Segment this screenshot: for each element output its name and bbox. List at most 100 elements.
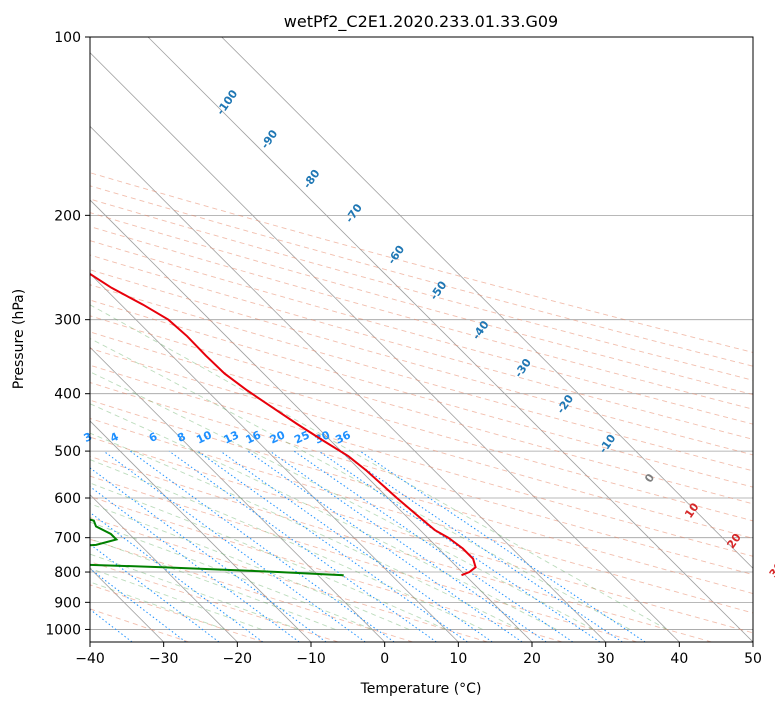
dry-adiabat-line <box>90 269 753 456</box>
mixing-ratio-line <box>247 450 523 642</box>
dry-adiabat-label: -90 <box>258 127 280 151</box>
dry-adiabat-line <box>90 172 753 353</box>
y-tick-label: 800 <box>54 565 81 581</box>
x-tick-label: 20 <box>523 651 541 667</box>
x-tick-label: 30 <box>597 651 615 667</box>
mixing-ratio-line <box>129 450 395 642</box>
dry-adiabat-label: -40 <box>470 318 492 342</box>
dry-adiabat-line <box>90 538 414 642</box>
moist-adiabat-line <box>90 567 262 630</box>
dry-adiabat-line <box>90 212 753 396</box>
mixing-ratio-line <box>103 450 366 642</box>
chart-title: wetPf2_C2E1.2020.233.01.33.G09 <box>284 12 558 32</box>
dry-adiabat-label: -10 <box>596 432 618 456</box>
dry-adiabat-label: 0 <box>642 471 657 485</box>
dry-adiabat-label: 20 <box>724 531 744 551</box>
mixing-ratio-line <box>338 450 623 642</box>
dry-adiabat-line <box>90 364 753 557</box>
x-tick-label: −20 <box>223 651 253 667</box>
mixing-ratio-label: 10 <box>194 428 214 446</box>
dry-adiabat-line <box>90 455 712 642</box>
mixing-ratio-line <box>359 450 646 642</box>
dry-adiabat-line <box>90 315 753 505</box>
dry-adiabat-line <box>90 382 753 576</box>
dry-adiabat-line <box>90 185 753 367</box>
isotherm-line <box>90 273 459 642</box>
isotherm-line <box>90 420 312 642</box>
dry-adiabat-label: -80 <box>301 167 323 191</box>
x-tick-label: −30 <box>149 651 179 667</box>
mixing-ratio-label: 20 <box>268 428 288 446</box>
isotherm-line <box>221 37 753 569</box>
mixing-ratio-label: 13 <box>222 428 241 446</box>
isotherm-line <box>147 37 753 642</box>
mixing-ratio-line <box>168 450 437 642</box>
y-tick-label: 700 <box>54 531 81 547</box>
moist-adiabat-line <box>90 482 446 630</box>
mixing-ratio-label: 36 <box>333 428 353 446</box>
dry-adiabat-line <box>90 517 488 642</box>
isotherm-line <box>90 494 238 642</box>
dry-adiabat-line <box>90 399 753 595</box>
moist-adiabat-line <box>90 403 557 630</box>
mixing-ratio-line <box>293 450 574 642</box>
plot-frame <box>89 36 754 643</box>
dry-adiabat-label: -60 <box>385 243 407 267</box>
dry-adiabat-line <box>90 226 753 410</box>
dry-adiabat-label: 10 <box>682 500 702 520</box>
temperature-profile-line <box>90 272 477 577</box>
isotherm-line <box>90 125 606 642</box>
dry-adiabat-label: -100 <box>214 87 241 117</box>
isotherm-line <box>90 346 385 642</box>
x-tick-label: −10 <box>296 651 326 667</box>
x-tick-label: 40 <box>670 651 688 667</box>
y-tick-label: 900 <box>54 595 81 611</box>
mixing-ratio-label: 6 <box>147 430 160 445</box>
x-tick-label: 50 <box>744 651 762 667</box>
moist-adiabat-line <box>90 581 225 630</box>
mixing-ratio-line <box>220 450 493 642</box>
y-tick-label: 400 <box>54 387 81 403</box>
x-axis-label: Temperature (°C) <box>360 681 482 697</box>
moist-adiabat-line <box>90 459 483 630</box>
moist-adiabat-line <box>90 432 520 630</box>
x-tick-label: −40 <box>75 651 105 667</box>
dry-adiabat-label: -50 <box>427 278 449 302</box>
mixing-ratio-line <box>269 450 547 642</box>
dry-adiabat-line <box>90 240 753 425</box>
dewpoint-profile-line <box>90 518 344 577</box>
isotherm-line <box>90 52 680 642</box>
dry-adiabat-line <box>90 417 753 614</box>
y-tick-label: 600 <box>54 491 81 507</box>
mixing-ratio-line <box>197 450 468 642</box>
mixing-ratio-label: 4 <box>108 430 121 445</box>
y-tick-label: 200 <box>54 208 81 224</box>
dry-adiabat-label: -70 <box>343 201 365 225</box>
moist-adiabat-line <box>90 521 373 630</box>
dry-adiabat-line <box>90 608 189 642</box>
isotherm-line <box>90 199 533 642</box>
dry-adiabat-line <box>90 347 753 539</box>
dry-adiabat-label: 30 <box>767 560 775 580</box>
moist-adiabat-line <box>90 304 668 630</box>
dry-adiabat-line <box>90 331 753 522</box>
dry-adiabat-line <box>90 584 264 642</box>
moist-adiabat-line <box>90 503 410 630</box>
x-tick-label: 0 <box>380 651 389 667</box>
dry-adiabat-line <box>90 254 753 440</box>
mixing-ratio-label: 16 <box>244 428 264 446</box>
mixing-ratio-line <box>90 467 327 642</box>
x-tick-label: 10 <box>449 651 467 667</box>
dry-adiabat-line <box>90 299 753 488</box>
dry-adiabat-label: -20 <box>554 392 576 416</box>
mixing-ratio-line <box>90 543 220 642</box>
y-tick-label: 100 <box>54 30 81 46</box>
dry-adiabat-line <box>90 284 753 472</box>
dry-adiabat-line <box>90 496 563 642</box>
y-tick-label: 300 <box>54 313 81 329</box>
y-tick-label: 500 <box>54 444 81 460</box>
dry-adiabat-line <box>90 436 753 634</box>
dry-adiabat-line <box>90 561 339 642</box>
dry-adiabat-line <box>90 198 753 381</box>
